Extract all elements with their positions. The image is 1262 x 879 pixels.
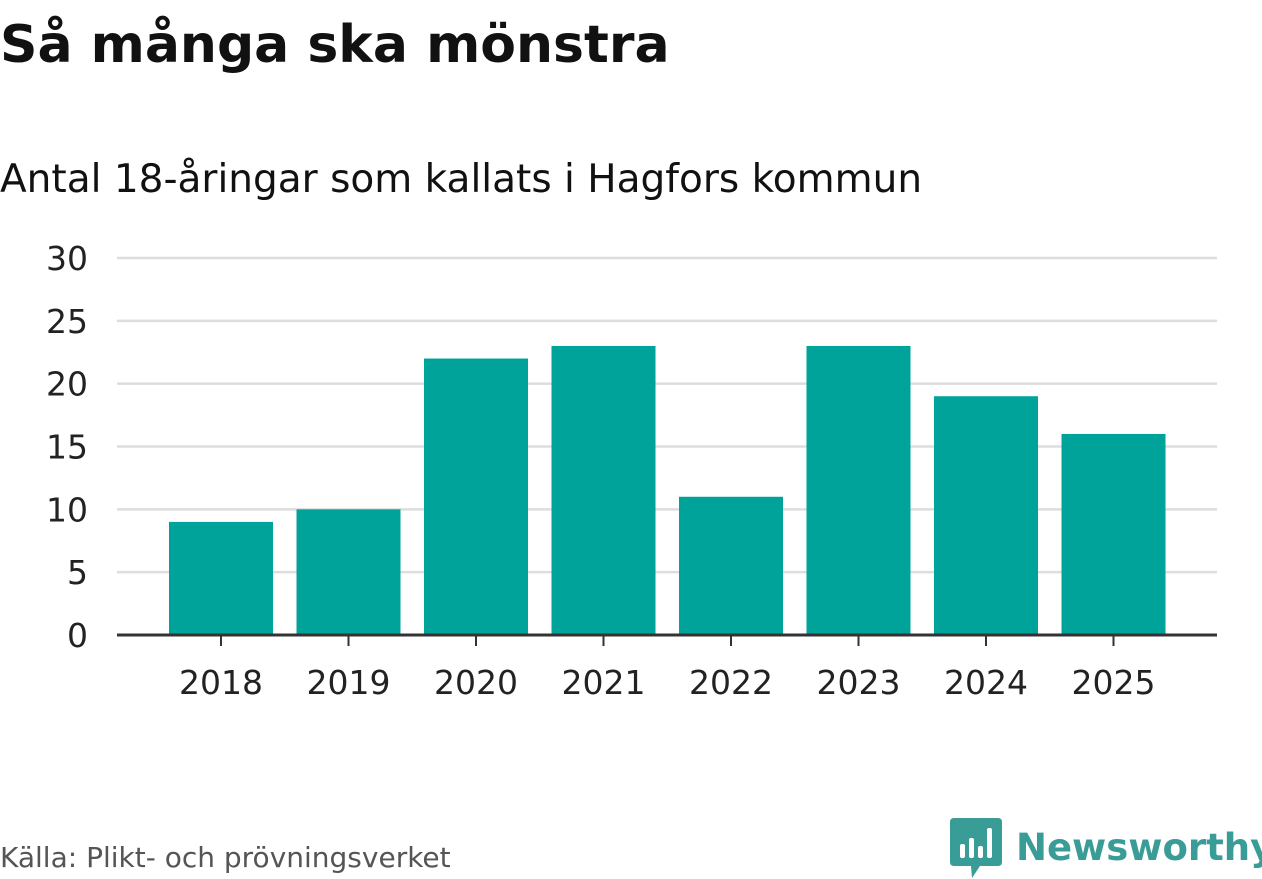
x-tick-label: 2024 bbox=[944, 663, 1028, 702]
x-tick-label: 2021 bbox=[562, 663, 646, 702]
x-tick-label: 2025 bbox=[1072, 663, 1156, 702]
bar bbox=[679, 496, 783, 635]
x-tick-label: 2018 bbox=[179, 663, 263, 702]
chart-title: Så många ska mönstra bbox=[0, 15, 670, 75]
x-tick-label: 2022 bbox=[689, 663, 773, 702]
bars bbox=[169, 345, 1166, 635]
axes bbox=[117, 633, 1217, 646]
y-tick-label: 0 bbox=[67, 616, 88, 655]
bar bbox=[296, 509, 401, 635]
y-tick-label: 30 bbox=[46, 239, 88, 278]
bar bbox=[934, 396, 1038, 635]
chart-subtitle: Antal 18-åringar som kallats i Hagfors k… bbox=[0, 157, 923, 202]
y-tick-label: 20 bbox=[46, 365, 88, 404]
bar bbox=[806, 345, 911, 635]
x-tick-label: 2023 bbox=[817, 663, 901, 702]
bar bbox=[424, 358, 528, 635]
gridlines bbox=[117, 256, 1217, 574]
y-tick-label: 25 bbox=[46, 302, 88, 341]
y-tick-label: 10 bbox=[46, 490, 88, 529]
x-tick-label: 2020 bbox=[434, 663, 518, 702]
bar bbox=[1061, 433, 1166, 635]
y-tick-label: 5 bbox=[67, 553, 88, 592]
bar bbox=[551, 345, 656, 635]
brand-name: Newsworthy bbox=[1016, 826, 1262, 869]
newsworthy-logo-icon bbox=[950, 818, 1002, 878]
newsworthy-logo: Newsworthy bbox=[950, 818, 1262, 878]
x-tick-label: 2019 bbox=[307, 663, 391, 702]
source-note: Källa: Plikt- och prövningsverket bbox=[0, 841, 451, 874]
bar bbox=[169, 521, 273, 635]
y-tick-label: 15 bbox=[46, 428, 88, 467]
